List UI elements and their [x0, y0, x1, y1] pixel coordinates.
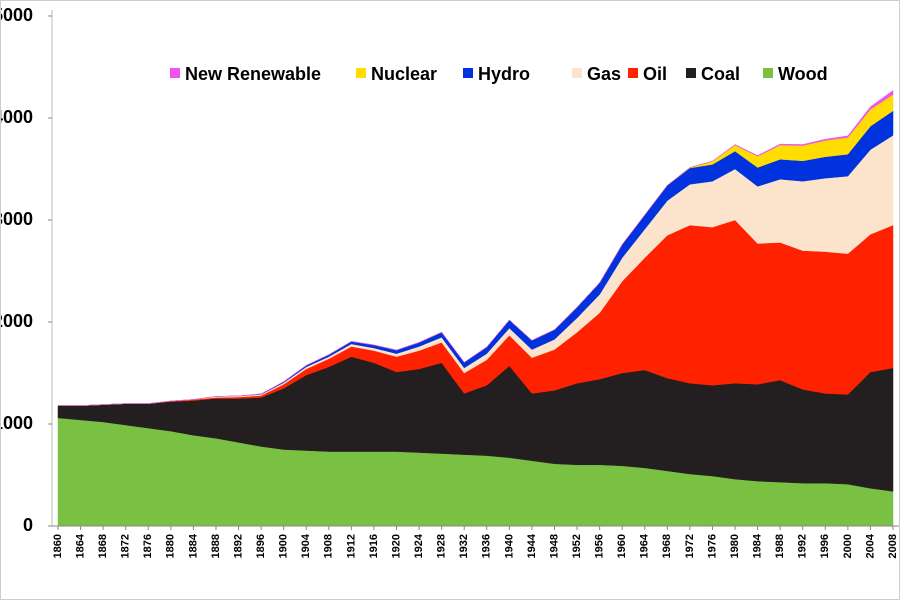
x-tick-label: 1992	[797, 534, 809, 558]
x-tick-label: 1952	[571, 534, 583, 558]
x-tick-label: 1948	[548, 534, 560, 558]
legend-label: Gas	[587, 64, 621, 84]
x-tick-label: 1896	[255, 534, 267, 558]
x-tick-label: 1980	[729, 534, 741, 558]
x-tick-label: 1908	[323, 534, 335, 558]
x-tick-label: 1976	[706, 534, 718, 558]
x-tick-label: 1996	[819, 534, 831, 558]
x-tick-label: 1868	[97, 534, 109, 558]
legend-label: Hydro	[478, 64, 530, 84]
x-tick-label: 1920	[390, 534, 402, 558]
x-tick-label: 1860	[52, 534, 64, 558]
x-tick-label: 1956	[594, 534, 606, 558]
y-tick-label: 3000	[0, 209, 33, 229]
x-tick-label: 1960	[616, 534, 628, 558]
legend-label: Wood	[778, 64, 828, 84]
x-tick-label: 1872	[120, 534, 132, 558]
x-tick-label: 1944	[526, 533, 538, 558]
x-tick-label: 1968	[661, 534, 673, 558]
legend-label: New Renewable	[185, 64, 321, 84]
x-tick-label: 2008	[887, 534, 899, 558]
x-tick-label: 1912	[345, 534, 357, 558]
x-tick-label: 1940	[503, 534, 515, 558]
x-tick-label: 1924	[413, 533, 425, 558]
y-tick-label: 1000	[0, 413, 33, 433]
x-tick-label: 1900	[278, 534, 290, 558]
area	[58, 89, 894, 406]
x-tick-label: 1888	[210, 534, 222, 558]
legend-label: Oil	[643, 64, 667, 84]
y-tick-label: 0	[23, 515, 33, 535]
x-tick-label: 1876	[142, 534, 154, 558]
y-tick-label: 4000	[0, 107, 33, 127]
y-tick-label: 5000	[0, 5, 33, 25]
legend-swatch	[628, 68, 638, 78]
x-tick-label: 1972	[684, 534, 696, 558]
x-tick-label: 1916	[368, 534, 380, 558]
x-tick-label: 1904	[300, 533, 312, 558]
x-tick-label: 1864	[74, 533, 86, 558]
legend-swatch	[572, 68, 582, 78]
x-tick-label: 1964	[639, 533, 651, 558]
x-tick-label: 1936	[481, 534, 493, 558]
legend-swatch	[356, 68, 366, 78]
legend-label: Coal	[701, 64, 740, 84]
x-tick-label: 1884	[187, 533, 199, 558]
x-tick-label: 1932	[458, 534, 470, 558]
legend-swatch	[763, 68, 773, 78]
x-tick-label: 1988	[774, 534, 786, 558]
x-tick-label: 1880	[165, 534, 177, 558]
legend-label: Nuclear	[371, 64, 437, 84]
x-tick-label: 2004	[864, 533, 876, 558]
x-tick-label: 1928	[436, 534, 448, 558]
legend-swatch	[170, 68, 180, 78]
x-tick-label: 1892	[232, 534, 244, 558]
legend-swatch	[463, 68, 473, 78]
y-tick-label: 2000	[0, 311, 33, 331]
x-tick-label: 2000	[842, 534, 854, 558]
x-tick-label: 1984	[752, 533, 764, 558]
legend-swatch	[686, 68, 696, 78]
